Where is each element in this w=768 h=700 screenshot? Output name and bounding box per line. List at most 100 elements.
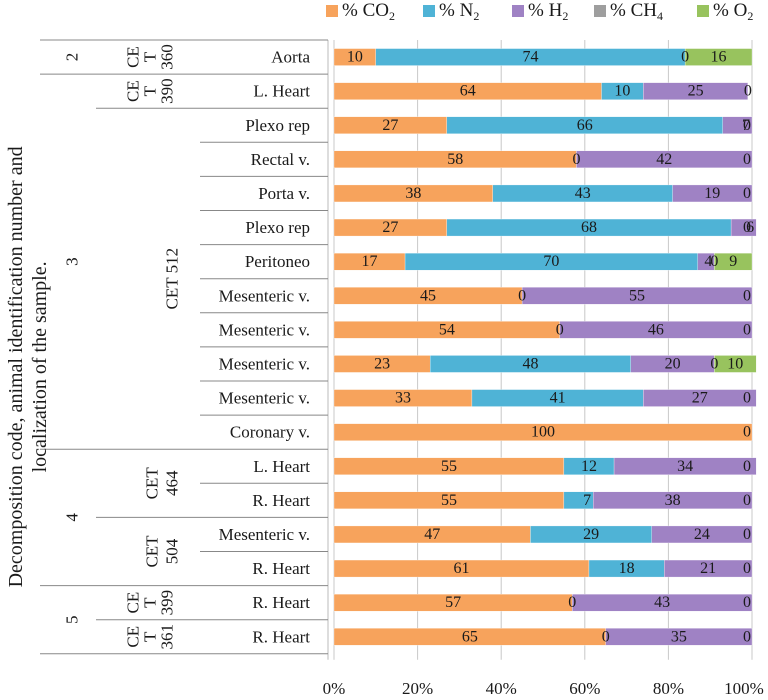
value-label-ch4: 0 xyxy=(710,253,718,270)
value-label-co2: 55 xyxy=(441,492,457,509)
value-label-h2: 20 xyxy=(665,355,681,372)
sample-location-label: R. Heart xyxy=(252,593,310,612)
value-label-n2: 68 xyxy=(581,219,597,236)
animal-id-label: CET 512 xyxy=(163,248,182,310)
y-axis-label: Decomposition code, animal identificatio… xyxy=(5,146,51,587)
value-label-co2: 58 xyxy=(447,151,463,168)
x-tick-label: 20% xyxy=(402,679,433,698)
value-label-co2: 65 xyxy=(462,628,478,645)
stacked-bar-chart: % CO2% N2% H2% CH4% O2 2345 CET360CET390… xyxy=(0,0,768,700)
x-tick-label: 80% xyxy=(653,679,684,698)
value-label-o2: 0 xyxy=(743,628,751,645)
value-label-o2: 0 xyxy=(743,458,751,475)
value-label-co2: 10 xyxy=(347,49,363,66)
value-label-o2: 0 xyxy=(743,185,751,202)
value-label-n2: 74 xyxy=(522,49,538,66)
decomposition-code-label: 3 xyxy=(63,257,82,266)
value-label-o2: 0 xyxy=(743,594,751,611)
value-label-h2: 38 xyxy=(665,492,681,509)
value-label-h2: 25 xyxy=(688,83,704,100)
value-label-h2: 55 xyxy=(629,287,645,304)
x-tick-label: 100% xyxy=(724,679,764,698)
animal-id-label: CET399 xyxy=(124,590,177,616)
x-tick-label: 60% xyxy=(569,679,600,698)
value-label-n2: 0 xyxy=(556,321,564,338)
sample-location-label: Porta v. xyxy=(258,184,310,203)
value-label-h2: 42 xyxy=(656,151,672,168)
value-label-o2: 0 xyxy=(743,424,751,441)
value-label-o2: 0 xyxy=(743,151,751,168)
value-label-co2: 47 xyxy=(424,526,440,543)
value-label-co2: 23 xyxy=(374,355,390,372)
value-label-h2: 19 xyxy=(704,185,720,202)
x-axis-tick-labels: 0% 20% 40% 60% 80% 100% xyxy=(323,679,764,698)
decomposition-code-labels: 2 3 4 5 xyxy=(63,53,82,624)
animal-id-label: CET361 xyxy=(124,624,177,650)
value-label-co2: 27 xyxy=(382,219,398,236)
sample-location-label: Mesenteric v. xyxy=(219,286,310,305)
legend-swatch-h2 xyxy=(512,5,524,17)
value-label-h2: 46 xyxy=(648,321,664,338)
value-label-n2: 48 xyxy=(522,355,538,372)
value-label-h2: 24 xyxy=(694,526,710,543)
legend-label-ch4: % CH4 xyxy=(610,0,663,23)
sample-location-label: R. Heart xyxy=(252,627,310,646)
sample-location-label: R. Heart xyxy=(252,559,310,578)
animal-id-label: CET360 xyxy=(124,44,177,70)
value-label-n2: 41 xyxy=(550,390,566,407)
sample-location-label: L. Heart xyxy=(253,82,310,101)
value-label-o2: 0 xyxy=(743,287,751,304)
animal-id-label: CET390 xyxy=(124,78,177,104)
sample-location-label: Coronary v. xyxy=(230,423,310,442)
legend-label-h2: % H2 xyxy=(528,0,568,23)
value-label-n2: 29 xyxy=(583,526,599,543)
bars xyxy=(334,49,756,646)
value-label-h2: 27 xyxy=(692,390,708,407)
legend: % CO2% N2% H2% CH4% O2 xyxy=(326,0,753,23)
value-label-o2: 10 xyxy=(727,355,743,372)
value-label-co2: 64 xyxy=(460,83,476,100)
decomposition-code-label: 5 xyxy=(63,615,82,624)
value-label-n2: 70 xyxy=(543,253,559,270)
value-label-o2: 0 xyxy=(743,492,751,509)
sample-location-label: Peritoneo xyxy=(245,252,310,271)
value-label-co2: 55 xyxy=(441,458,457,475)
value-label-o2: 0 xyxy=(743,526,751,543)
value-label-h2: 35 xyxy=(671,628,687,645)
legend-swatch-ch4 xyxy=(594,5,606,17)
value-label-co2: 57 xyxy=(445,594,461,611)
value-label-co2: 38 xyxy=(405,185,421,202)
value-label-h2: 21 xyxy=(700,560,716,577)
value-label-co2: 100 xyxy=(531,424,555,441)
value-label-o2: 9 xyxy=(729,253,737,270)
value-label-o2: 0 xyxy=(743,117,751,134)
value-label-n2: 0 xyxy=(568,594,576,611)
animal-id-label: CET464 xyxy=(143,467,182,500)
legend-swatch-o2 xyxy=(697,5,709,17)
value-label-o2: 0 xyxy=(744,83,752,100)
value-label-n2: 7 xyxy=(583,492,591,509)
value-label-o2: 0 xyxy=(743,560,751,577)
sample-location-label: Mesenteric v. xyxy=(219,354,310,373)
value-label-n2: 66 xyxy=(577,117,593,134)
value-label-n2: 0 xyxy=(572,151,580,168)
sample-location-label: Mesenteric v. xyxy=(219,320,310,339)
value-label-o2: 0 xyxy=(743,390,751,407)
value-label-co2: 54 xyxy=(439,321,455,338)
value-label-co2: 17 xyxy=(362,253,378,270)
sample-location-label: Plexo rep xyxy=(245,218,310,237)
legend-swatch-co2 xyxy=(326,5,338,17)
value-label-h2: 43 xyxy=(654,594,670,611)
value-label-n2: 43 xyxy=(575,185,591,202)
value-label-co2: 33 xyxy=(395,390,411,407)
value-label-o2: 16 xyxy=(711,49,727,66)
value-label-h2: 0 xyxy=(681,49,689,66)
x-tick-label: 0% xyxy=(323,679,346,698)
value-label-h2: 34 xyxy=(677,458,693,475)
animal-id-labels: CET360 CET390 CET 512 CET464 CET504 CET399 CET… xyxy=(124,44,182,649)
value-label-n2: 12 xyxy=(581,458,597,475)
x-tick-label: 40% xyxy=(486,679,517,698)
sample-location-label: Rectal v. xyxy=(251,150,310,169)
animal-id-label: CET504 xyxy=(143,535,182,568)
sample-location-label: L. Heart xyxy=(253,457,310,476)
